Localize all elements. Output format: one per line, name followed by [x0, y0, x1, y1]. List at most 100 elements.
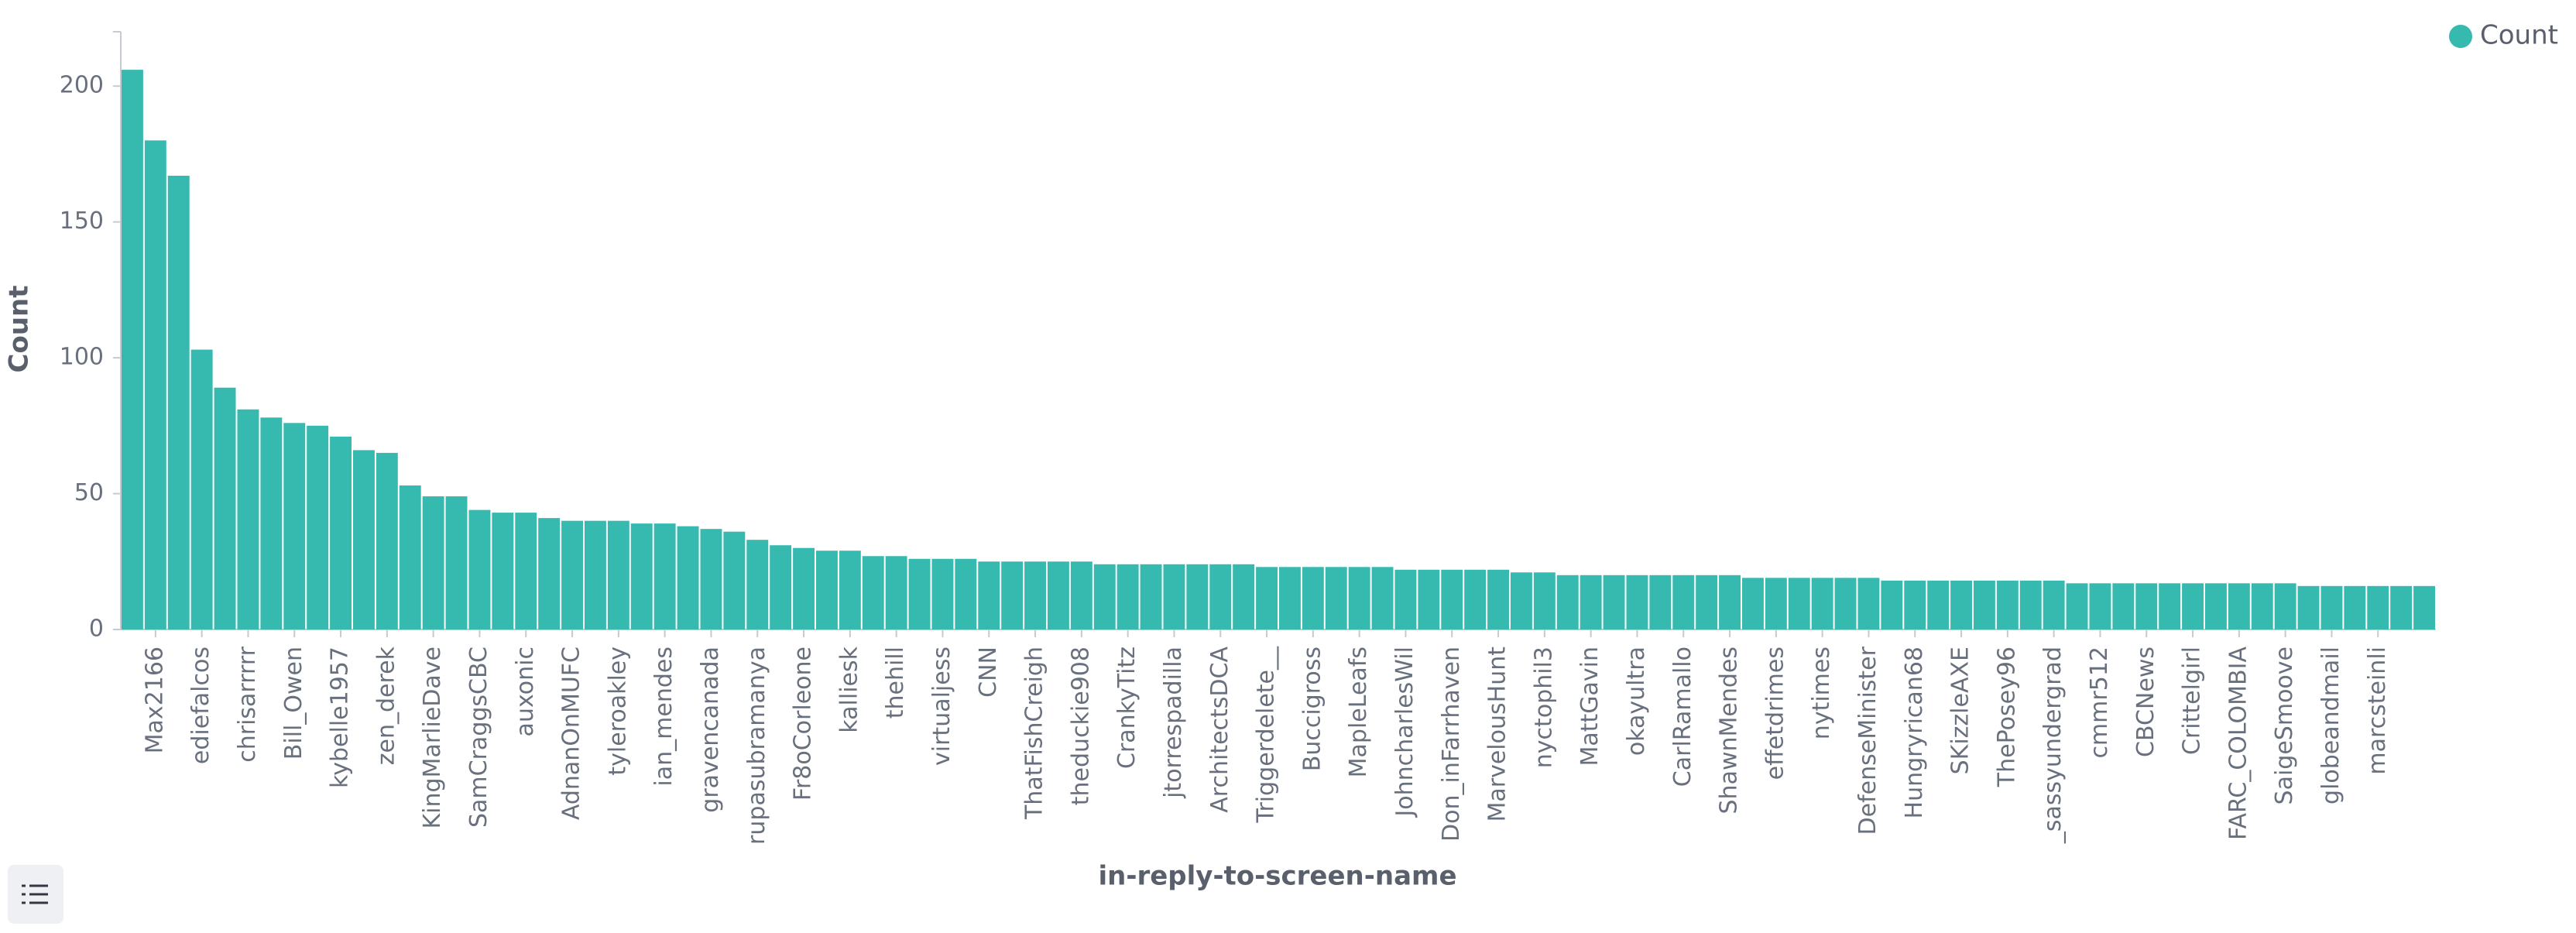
bar	[2251, 583, 2273, 629]
x-tick-label: gravencanada	[697, 647, 724, 813]
x-tick-label: MattGavin	[1576, 647, 1604, 767]
bar	[862, 556, 884, 629]
legend-swatch	[2449, 25, 2472, 48]
x-tick-label: Don_inFarrhaven	[1438, 647, 1465, 842]
x-tick-label: Bill_Owen	[280, 647, 307, 760]
bar	[1834, 578, 1857, 629]
x-tick-label: MarvelousHunt	[1484, 647, 1511, 822]
bar	[955, 558, 977, 629]
bar	[122, 70, 143, 630]
x-tick-label: Hungryrican68	[1901, 647, 1928, 818]
x-tick-label: Max2166	[141, 647, 168, 753]
x-tick-label: auxonic	[512, 647, 539, 736]
x-tick-label: globeandmail	[2317, 647, 2344, 804]
x-tick-label: tyleroakley	[604, 647, 631, 776]
bar	[816, 551, 838, 629]
bar	[237, 409, 259, 629]
bar	[839, 551, 861, 629]
bar	[1950, 580, 1972, 629]
bar	[2205, 583, 2227, 629]
x-tick-label: SamCraggsCBC	[465, 647, 492, 828]
bar	[422, 496, 444, 629]
x-tick-label: ThePosey96	[1993, 647, 2020, 787]
bar	[307, 425, 329, 629]
bar	[885, 556, 907, 629]
legend-button[interactable]	[8, 865, 63, 924]
bar	[931, 558, 954, 629]
bar	[2274, 583, 2296, 629]
bar	[1696, 575, 1718, 629]
bar	[1371, 567, 1394, 629]
bar	[700, 529, 722, 629]
bar	[1603, 575, 1625, 629]
x-tick-label: virtualjess	[928, 647, 955, 766]
bar	[1302, 567, 1324, 629]
bar	[144, 140, 166, 629]
bar	[1024, 561, 1046, 629]
bar	[1649, 575, 1672, 629]
bar	[2344, 585, 2366, 629]
bar	[1256, 567, 1278, 629]
bar	[2066, 583, 2088, 629]
x-tick-label: nytimes	[1808, 647, 1835, 739]
bar	[1209, 564, 1232, 629]
x-tick-label: kalliesk	[835, 646, 863, 732]
bar	[2135, 583, 2158, 629]
x-axis-label: in-reply-to-screen-name	[1098, 861, 1456, 892]
bar	[1140, 564, 1162, 629]
bar	[1974, 580, 1995, 629]
x-tick-label: chrisarrrrr	[234, 646, 261, 762]
x-tick-label: Fr8oCorleone	[790, 647, 817, 801]
bar	[1626, 575, 1648, 629]
bar	[515, 513, 537, 629]
bar	[1742, 578, 1764, 629]
bar	[1186, 564, 1209, 629]
x-tick-label: nyctophil3	[1530, 647, 1557, 768]
bar	[1325, 567, 1347, 629]
legend-label: Count	[2480, 20, 2558, 51]
bar	[1279, 567, 1301, 629]
bar	[2043, 580, 2065, 629]
bar	[1116, 564, 1139, 629]
bar	[653, 523, 676, 629]
bar	[677, 526, 699, 629]
x-tick-label: cmmr512	[2086, 647, 2113, 759]
x-tick-label: CNN	[975, 647, 1002, 698]
x-tick-label: SaigeSmoove	[2271, 647, 2298, 804]
x-tick-label: kybelle1957	[327, 647, 354, 788]
bar	[167, 175, 190, 629]
bar	[1394, 569, 1417, 629]
x-tick-label: ThatFishCreigh	[1021, 647, 1048, 820]
x-tick-label: CarlRamallo	[1669, 647, 1696, 787]
bar	[908, 558, 931, 629]
bar	[978, 561, 1000, 629]
bar	[607, 520, 629, 629]
x-tick-label: _sassyundergrad	[2039, 647, 2067, 844]
x-tick-label: KingMarlieDave	[419, 647, 446, 829]
bar	[2112, 583, 2135, 629]
bar	[1048, 561, 1069, 629]
bar	[1719, 575, 1741, 629]
bar	[1811, 578, 1833, 629]
x-tick-label: CrankyTitz	[1113, 647, 1141, 769]
y-tick-label: 50	[74, 479, 104, 506]
bar	[1927, 580, 1950, 629]
x-tick-label: okayultra	[1623, 647, 1650, 756]
bar	[1001, 561, 1024, 629]
bar	[2019, 580, 2042, 629]
x-tick-label: JohncharlesWil	[1391, 647, 1418, 818]
bar	[1348, 567, 1370, 629]
bar	[1233, 564, 1255, 629]
bar	[561, 520, 583, 629]
x-tick-label: zen_derek	[372, 646, 400, 765]
x-tick-label: SKizzleAXE	[1947, 647, 1974, 774]
bar	[538, 518, 561, 629]
bar	[330, 436, 352, 629]
y-tick-label: 150	[60, 208, 104, 235]
x-tick-label: ArchitectsDCA	[1206, 647, 1233, 813]
x-tick-label: Crittelgirl	[2179, 647, 2206, 755]
y-tick-label: 200	[60, 72, 104, 99]
bar	[2159, 583, 2181, 629]
bar	[2390, 585, 2413, 629]
